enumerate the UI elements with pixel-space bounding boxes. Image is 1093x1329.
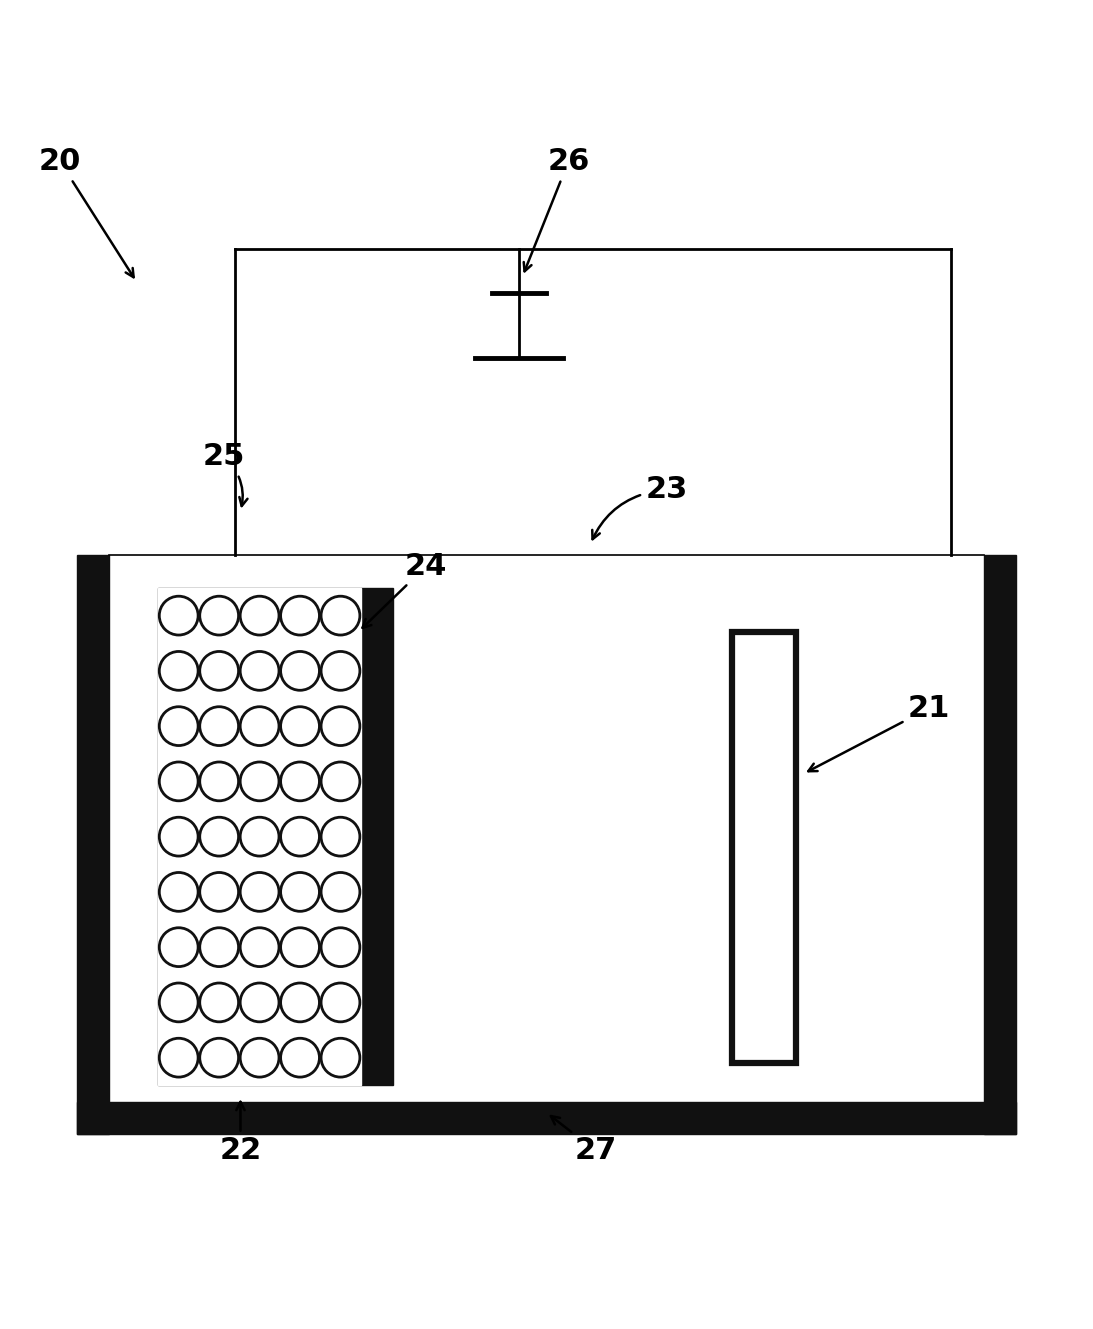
Bar <box>732 631 796 1063</box>
Circle shape <box>240 707 279 746</box>
Circle shape <box>240 651 279 690</box>
Circle shape <box>160 1038 198 1076</box>
Circle shape <box>200 651 238 690</box>
Circle shape <box>281 983 319 1022</box>
Text: 24: 24 <box>363 552 447 627</box>
Circle shape <box>321 983 360 1022</box>
Circle shape <box>321 762 360 801</box>
Circle shape <box>160 873 198 912</box>
Bar <box>158 587 393 1086</box>
Bar <box>158 587 361 1086</box>
Bar <box>77 556 109 1135</box>
Circle shape <box>281 707 319 746</box>
Circle shape <box>200 597 238 635</box>
Circle shape <box>281 1038 319 1076</box>
Circle shape <box>321 597 360 635</box>
Circle shape <box>240 928 279 966</box>
Circle shape <box>240 1038 279 1076</box>
Circle shape <box>240 762 279 801</box>
Text: 22: 22 <box>220 1102 261 1166</box>
Text: 23: 23 <box>592 476 687 540</box>
Circle shape <box>240 817 279 856</box>
Circle shape <box>160 762 198 801</box>
Bar <box>77 1102 1016 1135</box>
Circle shape <box>200 817 238 856</box>
Circle shape <box>321 651 360 690</box>
Circle shape <box>321 707 360 746</box>
Circle shape <box>200 928 238 966</box>
Circle shape <box>200 1038 238 1076</box>
Circle shape <box>160 707 198 746</box>
Circle shape <box>281 873 319 912</box>
Bar <box>984 556 1016 1135</box>
Circle shape <box>321 928 360 966</box>
Circle shape <box>160 983 198 1022</box>
Circle shape <box>200 762 238 801</box>
Text: 26: 26 <box>524 148 589 271</box>
Circle shape <box>281 762 319 801</box>
Circle shape <box>240 873 279 912</box>
Circle shape <box>200 873 238 912</box>
Text: 21: 21 <box>809 694 950 771</box>
Circle shape <box>160 928 198 966</box>
Circle shape <box>321 1038 360 1076</box>
Circle shape <box>160 597 198 635</box>
Text: 27: 27 <box>551 1116 616 1166</box>
Circle shape <box>160 817 198 856</box>
Circle shape <box>281 928 319 966</box>
Circle shape <box>200 983 238 1022</box>
Circle shape <box>240 597 279 635</box>
Circle shape <box>281 597 319 635</box>
Text: 25: 25 <box>203 443 247 506</box>
Circle shape <box>281 817 319 856</box>
Circle shape <box>200 707 238 746</box>
Circle shape <box>321 817 360 856</box>
Circle shape <box>160 651 198 690</box>
Text: 20: 20 <box>39 148 133 278</box>
Circle shape <box>281 651 319 690</box>
Circle shape <box>321 873 360 912</box>
Circle shape <box>240 983 279 1022</box>
